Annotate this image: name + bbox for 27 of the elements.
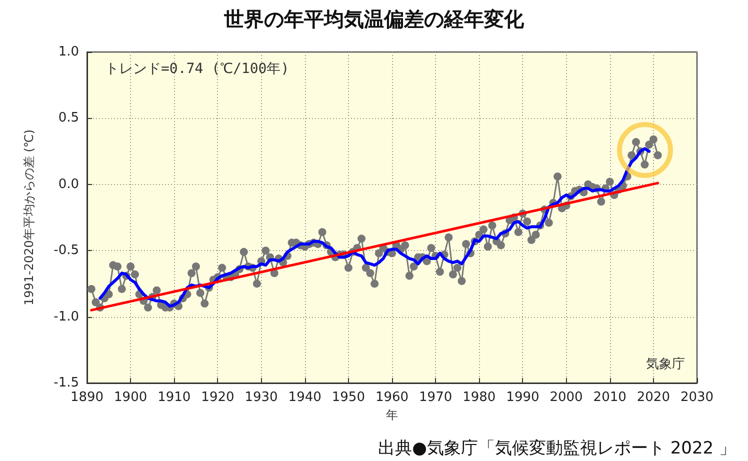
- x-tick-label: 1990: [506, 390, 540, 405]
- x-tick-label: 1930: [244, 390, 278, 405]
- x-tick-label: 1900: [114, 390, 148, 405]
- x-tick-label: 1970: [419, 390, 452, 405]
- x-tick-label: 2020: [636, 390, 670, 405]
- x-tick-label: 1920: [201, 390, 234, 405]
- y-tick-label: 0.0: [58, 176, 79, 192]
- annotation: トレンド=0.74 (℃/100年): [105, 61, 290, 77]
- x-tick-label: 2010: [593, 390, 626, 405]
- source-note: 出典●気象庁「気候変動監視レポート 2022 」: [378, 438, 736, 458]
- x-axis-title: 年: [386, 408, 398, 422]
- x-tick-label: 1950: [332, 390, 365, 405]
- x-tick-label: 1980: [462, 390, 496, 405]
- y-tick-label: -0.5: [54, 243, 79, 258]
- y-axis-title: 1991-2020年平均からの差 (℃): [22, 129, 36, 306]
- chart-title: 世界の年平均気温偏差の経年変化: [223, 7, 525, 31]
- y-tick-label: -1.5: [54, 376, 79, 390]
- x-tick-label: 1960: [375, 390, 409, 405]
- x-tick-label: 1910: [158, 390, 191, 405]
- x-tick-label: 2030: [680, 390, 714, 405]
- x-tick-label: 1940: [288, 390, 322, 405]
- y-tick-label: 1.0: [58, 44, 79, 60]
- x-tick-label: 1890: [70, 390, 104, 405]
- y-tick-label: 0.5: [58, 110, 79, 126]
- y-tick-label: -1.0: [54, 309, 79, 324]
- annotation: 気象庁: [646, 356, 685, 372]
- x-tick-label: 2000: [550, 390, 583, 405]
